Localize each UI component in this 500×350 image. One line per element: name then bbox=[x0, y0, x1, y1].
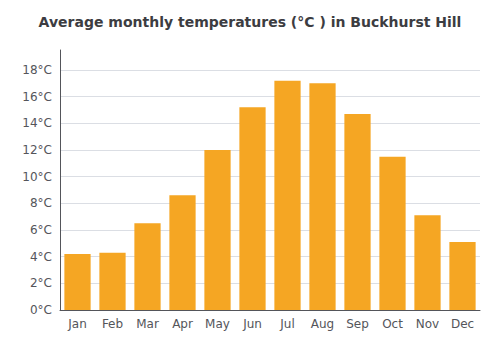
svg-text:4°C: 4°C bbox=[30, 250, 52, 264]
svg-text:Jun: Jun bbox=[242, 317, 262, 331]
svg-text:16°C: 16°C bbox=[22, 90, 52, 104]
svg-text:Feb: Feb bbox=[102, 317, 123, 331]
svg-text:Dec: Dec bbox=[451, 317, 474, 331]
svg-text:10°C: 10°C bbox=[22, 170, 52, 184]
svg-text:Apr: Apr bbox=[172, 317, 193, 331]
svg-text:6°C: 6°C bbox=[30, 223, 52, 237]
svg-text:0°C: 0°C bbox=[30, 303, 52, 317]
svg-text:Average monthly temperatures (: Average monthly temperatures (°C ) in Bu… bbox=[39, 14, 462, 30]
svg-text:8°C: 8°C bbox=[30, 196, 52, 210]
svg-text:Oct: Oct bbox=[382, 317, 403, 331]
svg-text:May: May bbox=[205, 317, 230, 331]
svg-text:Mar: Mar bbox=[136, 317, 159, 331]
svg-text:14°C: 14°C bbox=[22, 116, 52, 130]
svg-text:Jan: Jan bbox=[67, 317, 87, 331]
svg-text:2°C: 2°C bbox=[30, 276, 52, 290]
svg-text:18°C: 18°C bbox=[22, 63, 52, 77]
svg-text:Aug: Aug bbox=[311, 317, 334, 331]
svg-text:Jul: Jul bbox=[279, 317, 294, 331]
svg-text:Sep: Sep bbox=[346, 317, 369, 331]
svg-text:Nov: Nov bbox=[416, 317, 439, 331]
svg-text:12°C: 12°C bbox=[22, 143, 52, 157]
